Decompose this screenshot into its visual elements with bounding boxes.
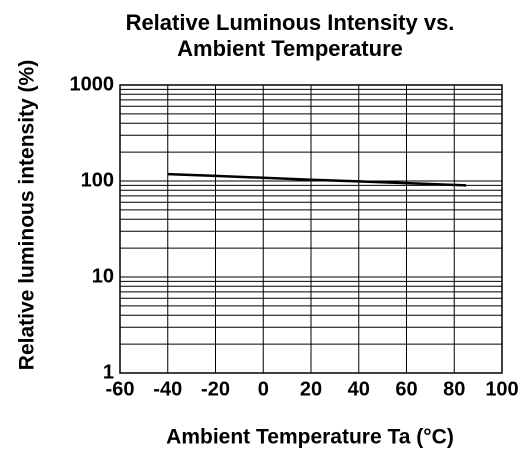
y-tick-label: 1000 <box>70 73 115 95</box>
y-tick-label: 1 <box>103 361 114 383</box>
x-axis-label: Ambient Temperature Ta (°C) <box>166 426 454 449</box>
x-tick-label: 100 <box>485 378 518 400</box>
x-tick-label: 80 <box>443 378 465 400</box>
x-tick-label: 60 <box>395 378 417 400</box>
chart-title: Ambient Temperature <box>177 36 403 61</box>
chart-title: Relative Luminous Intensity vs. <box>126 10 455 35</box>
x-tick-label: 40 <box>348 378 370 400</box>
x-tick-label: 20 <box>300 378 322 400</box>
x-tick-label: 0 <box>258 378 269 400</box>
x-tick-label: -40 <box>153 378 182 400</box>
x-tick-label: -60 <box>106 378 135 400</box>
y-tick-label: 10 <box>92 265 114 287</box>
x-tick-label: -20 <box>201 378 230 400</box>
y-axis-label: Relative luminous intensity (%) <box>16 60 39 370</box>
y-tick-label: 100 <box>81 169 114 191</box>
data-line <box>167 172 467 187</box>
plot-frame <box>119 84 503 374</box>
